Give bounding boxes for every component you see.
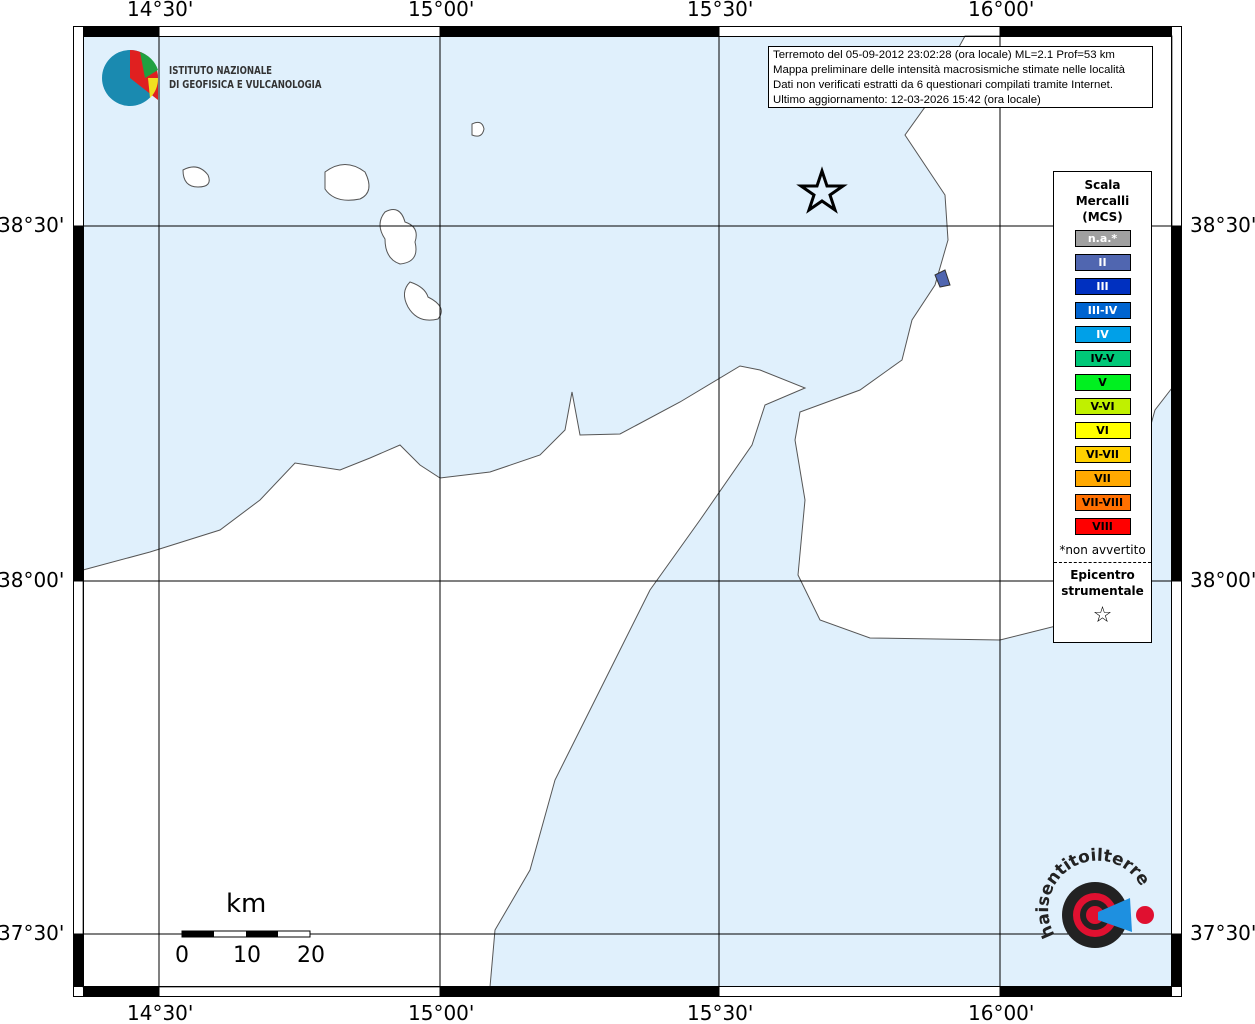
island-salina xyxy=(182,166,210,188)
lon-tick-bottom: 16°00' xyxy=(968,1001,1035,1024)
legend-swatch: VII xyxy=(1074,470,1131,487)
legend-title: Scala Mercalli (MCS) xyxy=(1075,178,1130,224)
lat-tick-right: 37°30' xyxy=(1190,921,1255,945)
legend-swatch: VIII xyxy=(1074,518,1131,535)
lon-tick-bottom: 14°30' xyxy=(127,1001,194,1024)
lon-tick-bottom: 15°30' xyxy=(687,1001,754,1024)
info-line: Mappa preliminare delle intensità macros… xyxy=(773,64,1126,76)
legend-swatch: V-VI xyxy=(1074,398,1131,415)
lat-tick-left: 38°00' xyxy=(0,568,65,592)
scale-unit: km xyxy=(226,889,267,919)
felt-area-ii xyxy=(934,269,951,288)
legend-swatch: IV-V xyxy=(1074,350,1131,367)
lon-tick-top: 15°00' xyxy=(408,0,475,21)
island-lipari-north xyxy=(324,164,370,201)
aeolian-islands xyxy=(182,121,485,321)
legend-swatch: II xyxy=(1074,254,1131,271)
info-line: Dati non verificati estratti da 6 questi… xyxy=(773,79,1113,91)
legend-star-icon: ☆ xyxy=(1092,603,1113,628)
ingv-logo-globe xyxy=(102,40,160,112)
legend-swatch: VI xyxy=(1074,422,1131,439)
map-frame xyxy=(73,26,1182,997)
legend-divider xyxy=(1054,562,1151,563)
scale-bar xyxy=(181,930,311,938)
island-vulcano xyxy=(404,281,442,321)
lat-tick-right: 38°30' xyxy=(1190,213,1255,237)
lon-tick-top: 15°30' xyxy=(687,0,754,21)
legend-swatch: VI-VII xyxy=(1074,446,1131,463)
legend-swatch: III-IV xyxy=(1074,302,1131,319)
legend-swatch: VII-VIII xyxy=(1074,494,1131,511)
epicenter-star-icon xyxy=(796,166,848,214)
lon-tick-bottom: 15°00' xyxy=(408,1001,475,1024)
lon-tick-top: 16°00' xyxy=(968,0,1035,21)
legend-note: *non avvertito xyxy=(1059,543,1146,557)
scale-label: 20 xyxy=(297,943,325,968)
legend-swatch: III xyxy=(1074,278,1131,295)
island-lipari xyxy=(379,209,417,265)
legend-epicenter-label: Epicentro strumentale xyxy=(1061,568,1144,598)
ingv-logo-text: ISTITUTO NAZIONALE DI GEOFISICA E VULCANO… xyxy=(169,64,322,91)
legend-swatch: IV xyxy=(1074,326,1131,343)
lat-tick-left: 38°30' xyxy=(0,213,65,237)
earthquake-info-box: Terremoto del 05-09-2012 23:02:28 (ora l… xyxy=(768,46,1153,108)
mcs-legend: Scala Mercalli (MCS) n.a.* II III III-IV IV IV-… xyxy=(1053,171,1152,643)
scale-label: 10 xyxy=(233,943,261,968)
sicily-land xyxy=(82,365,807,988)
legend-swatch: V xyxy=(1074,374,1131,391)
info-line: Terremoto del 05-09-2012 23:02:28 (ora l… xyxy=(773,49,1115,61)
island-panarea xyxy=(471,121,485,137)
legend-swatch: n.a.* xyxy=(1074,230,1131,247)
lon-tick-top: 14°30' xyxy=(127,0,194,21)
info-line: Ultimo aggiornamento: 12-03-2026 15:42 (… xyxy=(773,94,1041,106)
scale-label: 0 xyxy=(175,943,189,968)
lat-tick-left: 37°30' xyxy=(0,921,65,945)
lat-tick-right: 38°00' xyxy=(1190,568,1255,592)
